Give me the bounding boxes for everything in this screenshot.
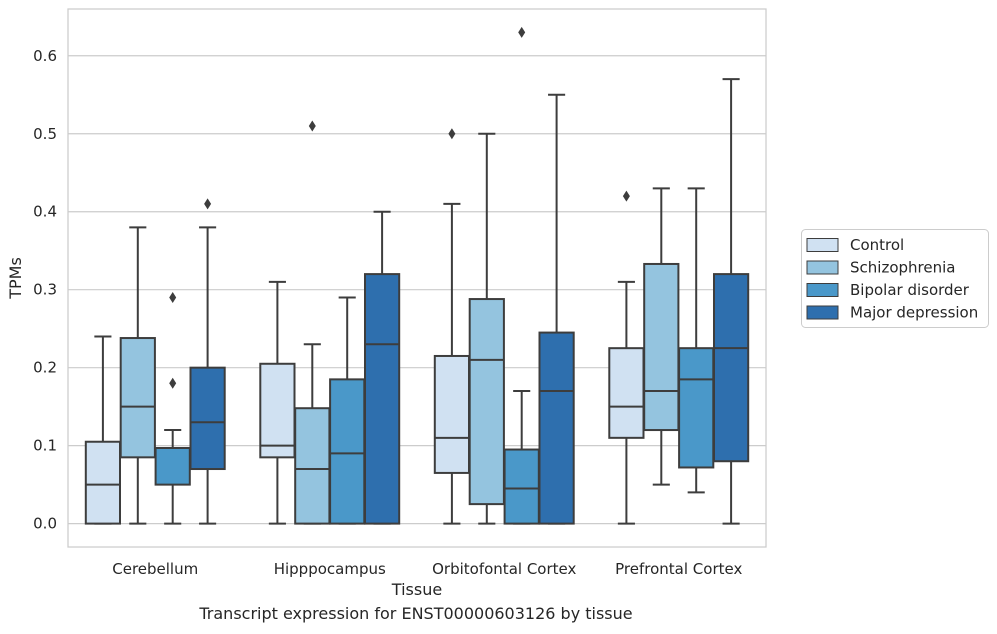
y-tick-label: 0.5 (33, 125, 57, 143)
box-major-depression (538, 93, 575, 525)
iqr-box (84, 440, 122, 525)
box-schizophrenia (468, 132, 505, 525)
iqr-box (538, 331, 575, 525)
outlier-point (169, 291, 177, 303)
outlier-point (169, 377, 177, 389)
legend-frame (801, 229, 989, 328)
iqr-box (503, 448, 540, 525)
box-major-depression (363, 210, 401, 525)
iqr-box (468, 298, 505, 506)
iqr-box (119, 337, 156, 459)
iqr-box (189, 366, 226, 471)
figure-caption: Transcript expression for ENST0000060312… (199, 604, 633, 623)
x-axis-label: Tissue (391, 580, 442, 599)
legend-entry-label: Bipolar disorder (850, 281, 970, 299)
outlier-point (448, 128, 456, 140)
y-tick-label: 0.6 (33, 47, 57, 65)
outlier-point (308, 120, 316, 132)
iqr-box (433, 354, 471, 474)
box-major-depression (712, 78, 750, 525)
box-bipolar-disorder (678, 187, 715, 494)
box-control (259, 280, 296, 525)
box-plot-marks (84, 26, 750, 525)
iqr-box (678, 347, 715, 469)
grid-lines (68, 55, 766, 525)
box-bipolar-disorder (503, 26, 540, 525)
legend-swatch (806, 305, 839, 320)
iqr-box (712, 273, 750, 463)
x-tick-label: Orbitofontal Cortex (432, 560, 576, 578)
y-axis-ticks: 0.0 0.1 0.2 0.3 0.4 0.5 0.6 (33, 47, 57, 533)
y-tick-label: 0.3 (33, 281, 57, 299)
iqr-box (608, 347, 645, 439)
box-major-depression (189, 198, 226, 525)
iqr-box (363, 273, 401, 525)
legend-entry-label: Schizophrenia (850, 259, 955, 277)
x-tick-label: Cerebellum (112, 560, 198, 578)
box-bipolar-disorder (154, 291, 191, 525)
outlier-point (204, 198, 212, 210)
iqr-box (329, 378, 366, 525)
legend-swatch (806, 260, 839, 275)
box-schizophrenia (643, 187, 680, 486)
iqr-box (259, 362, 296, 459)
box-control (608, 190, 645, 525)
box-schizophrenia (119, 226, 156, 525)
box-control (433, 128, 471, 525)
outlier-point (622, 190, 630, 202)
y-tick-label: 0.2 (33, 359, 57, 377)
box-schizophrenia (294, 120, 331, 525)
x-tick-label: Hipppocampus (274, 560, 386, 578)
legend: Control Schizophrenia Bipolar disorder Majo… (801, 229, 989, 328)
x-tick-label: Prefrontal Cortex (615, 560, 742, 578)
iqr-box (154, 446, 191, 486)
iqr-box (294, 407, 331, 525)
plot-area-frame (67, 8, 767, 548)
legend-entry-label: Control (850, 236, 904, 254)
y-tick-label: 0.4 (33, 203, 57, 221)
outlier-point (518, 26, 526, 38)
y-axis-label: TPMs (6, 257, 25, 300)
x-axis-ticks: Cerebellum Hipppocampus Orbitofontal Corte… (112, 560, 742, 578)
y-tick-label: 0.1 (33, 437, 57, 455)
box-bipolar-disorder (329, 296, 366, 525)
box-control (84, 335, 122, 525)
legend-entry-label: Major depression (850, 304, 978, 322)
iqr-box (643, 262, 680, 432)
y-tick-label: 0.0 (33, 515, 57, 533)
legend-swatch (806, 238, 839, 252)
legend-swatch (806, 283, 839, 297)
